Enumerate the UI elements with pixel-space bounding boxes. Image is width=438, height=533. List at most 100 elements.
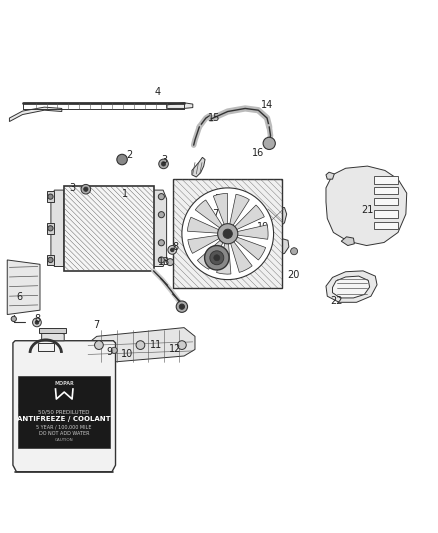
Polygon shape [374, 187, 398, 195]
Text: 18: 18 [208, 253, 221, 263]
Polygon shape [374, 176, 398, 183]
Text: 8: 8 [172, 242, 178, 252]
Circle shape [170, 248, 174, 252]
Circle shape [158, 193, 164, 200]
Text: 6: 6 [16, 292, 22, 302]
Circle shape [11, 316, 16, 321]
Text: 1: 1 [122, 189, 128, 199]
Text: ANTIFREEZE / COOLANT: ANTIFREEZE / COOLANT [18, 416, 111, 422]
Polygon shape [326, 172, 334, 179]
Wedge shape [198, 240, 223, 269]
Circle shape [290, 248, 297, 255]
Circle shape [182, 188, 274, 280]
Polygon shape [341, 237, 354, 246]
Wedge shape [237, 225, 268, 239]
Text: 15: 15 [208, 113, 221, 123]
Circle shape [158, 212, 164, 218]
Circle shape [95, 341, 103, 350]
Text: 12: 12 [169, 344, 181, 354]
Circle shape [117, 154, 127, 165]
Wedge shape [187, 217, 219, 233]
Circle shape [84, 187, 88, 191]
FancyBboxPatch shape [173, 179, 283, 288]
Wedge shape [230, 194, 249, 226]
Circle shape [48, 225, 53, 231]
Text: 10: 10 [121, 349, 134, 359]
Wedge shape [230, 241, 252, 272]
Text: 7: 7 [94, 320, 100, 330]
Circle shape [168, 246, 177, 254]
Text: 22: 22 [331, 296, 343, 306]
Circle shape [159, 159, 168, 169]
Circle shape [176, 301, 187, 312]
Wedge shape [234, 205, 265, 230]
Circle shape [166, 259, 173, 265]
Polygon shape [374, 210, 398, 217]
Polygon shape [39, 328, 67, 333]
Polygon shape [86, 328, 195, 364]
Polygon shape [374, 222, 398, 229]
Circle shape [210, 251, 224, 265]
Text: 19: 19 [257, 222, 269, 232]
Circle shape [35, 321, 39, 324]
Polygon shape [166, 103, 193, 108]
Text: MOPAR: MOPAR [54, 381, 74, 386]
Circle shape [81, 184, 91, 194]
Polygon shape [7, 260, 40, 314]
Polygon shape [46, 223, 54, 233]
Circle shape [158, 240, 164, 246]
FancyBboxPatch shape [18, 376, 110, 448]
Text: 20: 20 [287, 270, 300, 280]
Text: 8: 8 [35, 314, 41, 324]
Polygon shape [51, 190, 64, 266]
Polygon shape [51, 382, 78, 407]
Polygon shape [374, 198, 398, 205]
Text: 23: 23 [53, 384, 66, 394]
Text: 3: 3 [161, 155, 167, 165]
Text: 50/50 PREDILUTED: 50/50 PREDILUTED [39, 409, 90, 415]
Circle shape [136, 341, 145, 350]
Circle shape [205, 246, 229, 270]
Text: 4: 4 [155, 87, 161, 97]
Text: 16: 16 [252, 148, 265, 158]
Circle shape [111, 348, 117, 353]
Circle shape [158, 257, 164, 263]
Wedge shape [195, 200, 223, 228]
Text: 9: 9 [107, 346, 113, 357]
Text: 13: 13 [158, 257, 170, 267]
Polygon shape [267, 238, 289, 256]
Text: DO NOT ADD WATER: DO NOT ADD WATER [39, 431, 89, 436]
Text: 2: 2 [127, 150, 133, 160]
Wedge shape [235, 237, 265, 260]
Polygon shape [13, 341, 116, 472]
Circle shape [218, 224, 238, 244]
Polygon shape [42, 332, 64, 341]
Polygon shape [46, 191, 54, 202]
Circle shape [32, 318, 41, 327]
Text: 21: 21 [361, 205, 374, 215]
Circle shape [179, 304, 184, 309]
Text: 17: 17 [208, 209, 221, 219]
Circle shape [48, 194, 53, 199]
Text: 5 YEAR / 100,000 MILE: 5 YEAR / 100,000 MILE [36, 425, 92, 430]
Text: 11: 11 [149, 340, 162, 350]
Polygon shape [38, 343, 53, 351]
Polygon shape [10, 107, 62, 122]
Polygon shape [326, 166, 407, 246]
Polygon shape [18, 405, 110, 408]
Circle shape [177, 341, 186, 350]
Circle shape [214, 255, 220, 261]
Text: 5: 5 [214, 194, 220, 204]
Polygon shape [192, 157, 205, 177]
Polygon shape [266, 207, 287, 228]
FancyBboxPatch shape [64, 185, 153, 271]
Wedge shape [216, 243, 231, 274]
Polygon shape [326, 271, 377, 302]
Text: 14: 14 [261, 100, 273, 110]
Wedge shape [188, 235, 220, 253]
Circle shape [223, 229, 232, 238]
Text: 3: 3 [70, 183, 76, 193]
Circle shape [161, 161, 166, 166]
Circle shape [263, 138, 276, 149]
Polygon shape [153, 190, 166, 266]
